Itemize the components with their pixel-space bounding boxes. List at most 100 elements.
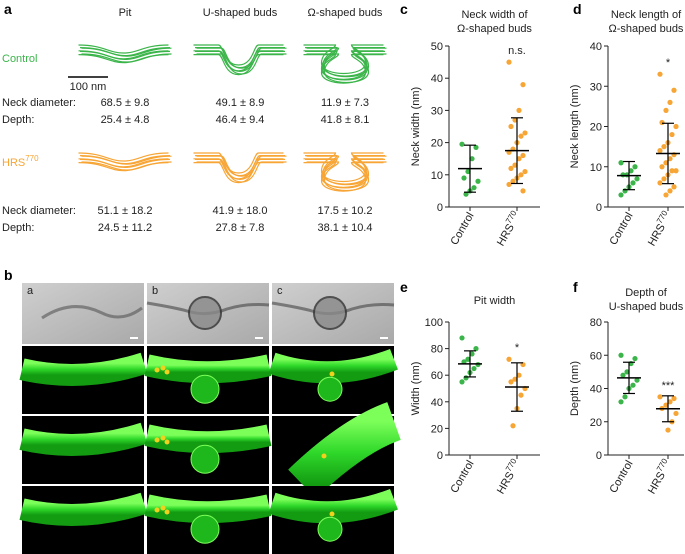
gold-particle: [164, 439, 170, 445]
chart: c Neck width of Ω-shaped buds Neck width (n…: [400, 1, 540, 248]
chart-title: Pit width: [474, 295, 516, 307]
category-superscript: 770: [655, 457, 670, 474]
data-point: [471, 365, 477, 372]
membrane-trace: [193, 44, 284, 66]
category-name: HRS: [646, 222, 668, 248]
y-axis-label: Width (nm): [410, 362, 422, 416]
y-tick-label: 50: [431, 41, 443, 53]
data-point: [622, 394, 628, 400]
row-label: Neck diameter:: [2, 97, 76, 109]
data-point: [657, 394, 663, 400]
data-point: [669, 168, 675, 174]
membrane-trace: [79, 50, 171, 61]
gold-particle: [154, 507, 160, 513]
y-tick-label: 0: [596, 202, 602, 214]
membrane-trace: [78, 44, 169, 54]
y-tick-label: 100: [425, 317, 443, 329]
panel-a: a Pit U-shaped buds Ω-shaped buds Control Nec…: [2, 1, 387, 234]
x-tick-label: HRS770: [643, 457, 675, 497]
category-name: Control: [607, 459, 635, 496]
cell: 51.1 ± 18.2: [98, 205, 153, 217]
y-tick-label: 80: [590, 317, 602, 329]
membrane-trace: [79, 158, 171, 169]
membrane-trace: [195, 158, 285, 181]
category-name: HRS: [495, 222, 517, 248]
data-point: [661, 144, 667, 150]
membrane-trace: [193, 152, 284, 174]
gold-particle: [164, 509, 170, 515]
scale-bar-label: 100 nm: [70, 81, 107, 93]
y-tick-label: 40: [431, 73, 443, 85]
y-tick-label: 40: [590, 384, 602, 396]
membrane: [268, 488, 398, 524]
category-superscript: 770: [504, 457, 519, 474]
em-bud: [313, 296, 347, 330]
data-point: [659, 119, 665, 126]
cell: 24.5 ± 11.2: [98, 222, 152, 234]
y-tick-label: 10: [590, 162, 602, 174]
panel-label: d: [573, 1, 582, 17]
category-name: HRS: [495, 470, 517, 496]
significance: ***: [662, 380, 676, 392]
group-superscript: 770: [25, 154, 39, 163]
data-point: [665, 427, 671, 433]
membrane-trace: [306, 47, 387, 78]
data-point: [465, 356, 471, 362]
y-axis-label: Neck length (nm): [569, 85, 581, 169]
y-tick-label: 10: [431, 170, 443, 182]
row-label: Neck diameter:: [2, 205, 76, 217]
y-tick-label: 20: [590, 122, 602, 134]
chart: d Neck length of Ω-shaped buds Neck length …: [569, 1, 684, 248]
gold-particle: [321, 453, 327, 459]
x-tick-label: Control: [607, 459, 635, 496]
category-name: HRS: [646, 470, 668, 496]
x-tick-label: Control: [448, 459, 476, 496]
data-point: [663, 192, 669, 198]
gold-particle: [160, 365, 166, 371]
membrane: [144, 424, 272, 454]
cell: 46.4 ± 9.4: [216, 114, 265, 126]
data-point: [663, 160, 669, 166]
image-label: a: [27, 285, 34, 297]
y-tick-label: 20: [431, 138, 443, 150]
panel-label: e: [400, 279, 408, 295]
membrane-trace: [193, 54, 284, 76]
bud: [317, 516, 343, 542]
category-name: Control: [448, 211, 476, 248]
em-image: [22, 283, 144, 344]
data-point: [667, 99, 673, 105]
data-point: [508, 379, 514, 385]
data-point: [516, 107, 522, 113]
image-label: b: [152, 285, 158, 297]
data-point: [473, 144, 479, 151]
cell: 41.8 ± 8.1: [321, 114, 370, 126]
chart-title: Depth of: [625, 287, 668, 299]
data-point: [463, 191, 469, 197]
significance: n.s.: [508, 45, 526, 57]
data-point: [475, 178, 481, 184]
membrane-trace: [305, 50, 385, 81]
data-point: [469, 156, 475, 162]
data-point: [620, 372, 626, 378]
data-point: [622, 188, 628, 194]
cell: 25.4 ± 4.8: [101, 114, 150, 126]
em-bud: [188, 296, 222, 330]
data-point: [657, 180, 663, 186]
group-name: Control: [2, 53, 37, 65]
data-point: [473, 346, 479, 352]
data-point: [618, 352, 624, 358]
membrane-trace: [306, 155, 387, 186]
em-structure: [41, 305, 143, 320]
data-point: [512, 117, 518, 123]
panel-label: f: [573, 279, 578, 295]
data-point: [618, 160, 624, 166]
y-tick-label: 0: [437, 450, 443, 462]
data-point: [632, 164, 638, 170]
data-point: [516, 372, 522, 378]
data-point: [510, 423, 516, 429]
data-point: [518, 172, 524, 178]
data-point: [630, 180, 636, 186]
bud: [190, 444, 220, 474]
data-point: [667, 156, 673, 162]
